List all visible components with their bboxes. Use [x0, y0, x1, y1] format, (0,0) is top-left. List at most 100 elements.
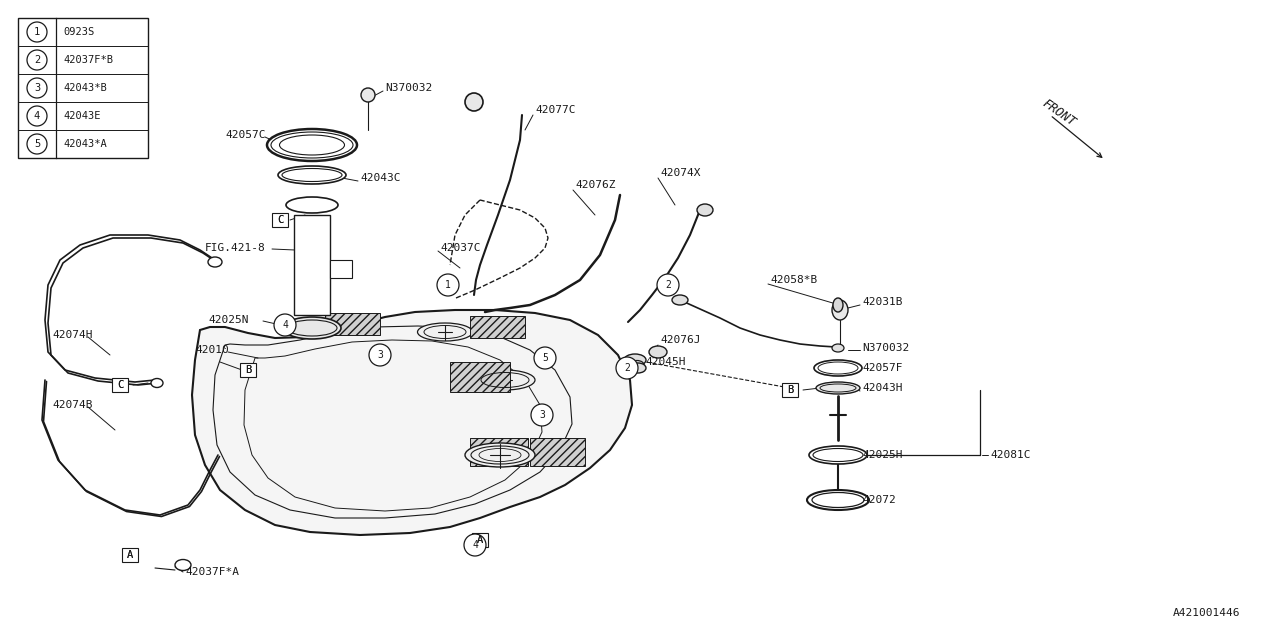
Text: B: B	[787, 385, 794, 395]
Ellipse shape	[475, 370, 535, 390]
Ellipse shape	[698, 204, 713, 216]
Ellipse shape	[283, 318, 338, 338]
FancyBboxPatch shape	[18, 18, 148, 158]
Text: 42045H: 42045H	[645, 357, 686, 367]
Ellipse shape	[625, 354, 646, 366]
Text: 42043E: 42043E	[63, 111, 101, 121]
Text: C: C	[116, 380, 123, 390]
Text: 2: 2	[625, 363, 630, 373]
FancyBboxPatch shape	[325, 313, 380, 335]
Text: 42057F: 42057F	[861, 363, 902, 373]
Text: 42037F*B: 42037F*B	[63, 55, 113, 65]
Text: 1: 1	[33, 27, 40, 37]
Ellipse shape	[832, 344, 844, 352]
Ellipse shape	[283, 317, 340, 339]
FancyBboxPatch shape	[330, 260, 352, 278]
Ellipse shape	[207, 257, 221, 267]
Circle shape	[531, 404, 553, 426]
Text: A421001446: A421001446	[1172, 608, 1240, 618]
Text: 42043H: 42043H	[861, 383, 902, 393]
Text: 42037F*A: 42037F*A	[186, 567, 239, 577]
Text: 42072: 42072	[861, 495, 896, 505]
Circle shape	[534, 347, 556, 369]
Text: 42031B: 42031B	[861, 297, 902, 307]
Ellipse shape	[832, 300, 849, 320]
Ellipse shape	[151, 378, 163, 387]
Ellipse shape	[833, 298, 844, 312]
FancyBboxPatch shape	[451, 362, 509, 392]
Text: 42010: 42010	[195, 345, 229, 355]
Ellipse shape	[465, 93, 483, 111]
Text: A: A	[127, 550, 133, 560]
FancyBboxPatch shape	[530, 438, 585, 466]
Ellipse shape	[809, 446, 867, 464]
Ellipse shape	[417, 323, 472, 341]
Circle shape	[274, 314, 296, 336]
Circle shape	[616, 357, 637, 379]
FancyBboxPatch shape	[472, 533, 488, 547]
Text: 42077C: 42077C	[535, 105, 576, 115]
Ellipse shape	[268, 129, 357, 161]
Circle shape	[465, 534, 486, 556]
FancyBboxPatch shape	[241, 363, 256, 377]
Text: 2: 2	[666, 280, 671, 290]
Text: 4: 4	[472, 540, 477, 550]
Text: 4: 4	[33, 111, 40, 121]
Text: 5: 5	[541, 353, 548, 363]
Text: 42043C: 42043C	[360, 173, 401, 183]
Text: 1: 1	[445, 280, 451, 290]
Circle shape	[657, 274, 678, 296]
Ellipse shape	[814, 360, 861, 376]
Text: 4: 4	[282, 320, 288, 330]
Text: 42025H: 42025H	[861, 450, 902, 460]
Text: 42076J: 42076J	[660, 335, 700, 345]
Ellipse shape	[280, 319, 340, 337]
Text: B: B	[244, 365, 251, 375]
Text: 3: 3	[378, 350, 383, 360]
Text: 42058*B: 42058*B	[771, 275, 817, 285]
Text: 42076Z: 42076Z	[575, 180, 616, 190]
Ellipse shape	[285, 197, 338, 213]
Text: B: B	[787, 385, 794, 395]
FancyBboxPatch shape	[294, 215, 330, 315]
FancyBboxPatch shape	[782, 383, 797, 397]
Text: 42057C: 42057C	[225, 130, 265, 140]
Ellipse shape	[361, 88, 375, 102]
Text: 42074X: 42074X	[660, 168, 700, 178]
Text: N370032: N370032	[861, 343, 909, 353]
Text: A: A	[477, 535, 483, 545]
Text: 42037C: 42037C	[440, 243, 480, 253]
Ellipse shape	[649, 346, 667, 358]
Text: 5: 5	[33, 139, 40, 149]
Ellipse shape	[817, 382, 860, 394]
Text: B: B	[244, 365, 251, 375]
Ellipse shape	[630, 360, 644, 369]
Text: C: C	[276, 215, 283, 225]
Ellipse shape	[630, 363, 646, 373]
Text: 3: 3	[33, 83, 40, 93]
FancyBboxPatch shape	[273, 213, 288, 227]
Ellipse shape	[672, 295, 689, 305]
Text: 42025N: 42025N	[207, 315, 248, 325]
Text: FRONT: FRONT	[1039, 97, 1078, 129]
FancyBboxPatch shape	[470, 438, 529, 466]
Text: 2: 2	[33, 55, 40, 65]
Text: FIG.421-8: FIG.421-8	[205, 243, 266, 253]
FancyBboxPatch shape	[122, 548, 138, 562]
Text: A: A	[477, 535, 483, 545]
Text: 42081C: 42081C	[989, 450, 1030, 460]
Text: 42074H: 42074H	[52, 330, 92, 340]
Text: 3: 3	[539, 410, 545, 420]
Circle shape	[369, 344, 390, 366]
Polygon shape	[192, 310, 632, 535]
Ellipse shape	[278, 166, 346, 184]
Text: A: A	[127, 550, 133, 560]
Text: N370032: N370032	[385, 83, 433, 93]
Text: C: C	[116, 380, 123, 390]
FancyBboxPatch shape	[113, 378, 128, 392]
Ellipse shape	[465, 443, 535, 467]
Ellipse shape	[806, 490, 869, 510]
Circle shape	[436, 274, 460, 296]
Text: C: C	[276, 215, 283, 225]
Text: 42043*A: 42043*A	[63, 139, 106, 149]
